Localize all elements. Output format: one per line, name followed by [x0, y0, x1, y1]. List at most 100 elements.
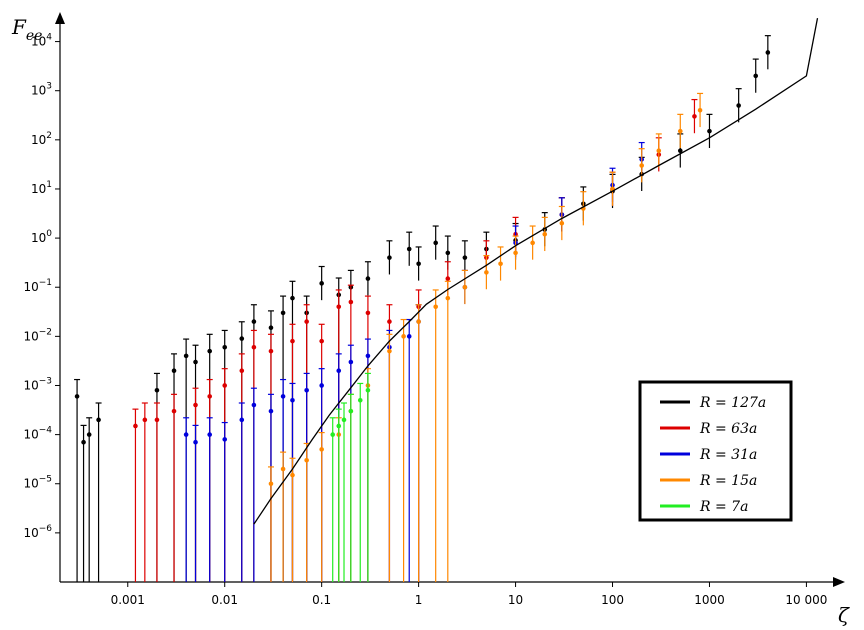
x-axis-arrow — [833, 577, 845, 587]
data-point — [193, 439, 198, 445]
data-point — [280, 466, 286, 472]
data-point — [692, 114, 697, 119]
data-point — [677, 148, 683, 154]
data-point — [765, 50, 771, 55]
data-point — [268, 325, 274, 331]
data-point — [154, 417, 160, 423]
data-point — [86, 432, 92, 437]
data-point — [707, 128, 712, 134]
data-point — [81, 439, 86, 445]
fit-curve-layer — [253, 17, 819, 525]
y-ticks: 10−6 10−5 10−4 10−3 10−2 10−1 100 101 102 103 104 — [23, 33, 60, 540]
series-2 — [183, 141, 645, 582]
data-point — [319, 447, 324, 452]
data-point — [239, 336, 245, 341]
data-point — [96, 417, 101, 423]
data-point — [268, 348, 274, 354]
y-tick-label: 10−5 — [23, 475, 52, 491]
y-tick-label: 101 — [31, 180, 52, 196]
data-point — [239, 368, 245, 373]
x-tick-label: 0.01 — [211, 593, 238, 607]
data-point — [406, 334, 412, 339]
data-point — [207, 394, 212, 399]
data-point — [74, 394, 80, 399]
x-tick-label: 0.1 — [312, 593, 331, 607]
data-point — [445, 250, 451, 256]
data-point — [133, 423, 138, 429]
series-4 — [329, 372, 371, 582]
fit-curve — [253, 17, 819, 525]
data-point — [319, 338, 324, 344]
data-point — [290, 397, 295, 403]
data-point — [319, 383, 324, 388]
data-point — [193, 359, 198, 365]
data-point — [336, 423, 342, 429]
y-tick-label: 10−4 — [23, 426, 52, 442]
data-point — [348, 359, 354, 365]
legend: R = 127a R = 63a R = 31a R = 15a R = 7a — [638, 380, 793, 522]
data-point — [365, 353, 371, 359]
data-point — [365, 387, 371, 393]
x-ticks: 0.001 0.01 0.1 1 10 100 1000 10 000 — [111, 582, 827, 607]
y-tick-label: 10−2 — [23, 327, 52, 343]
data-point — [387, 348, 392, 354]
series-3 — [267, 92, 704, 582]
data-point — [365, 310, 371, 316]
data-point — [207, 432, 212, 437]
data-point — [341, 417, 347, 423]
x-axis-label: ζ — [838, 603, 850, 627]
legend-label-4: R = 7a — [699, 499, 748, 515]
legend-label-2: R = 31a — [699, 447, 757, 463]
x-tick-label: 1000 — [694, 593, 725, 607]
data-point — [251, 319, 257, 324]
y-axis-label-sub: ee — [26, 28, 43, 44]
legend-label-3: R = 15a — [699, 473, 757, 489]
data-point — [498, 261, 503, 267]
data-point — [416, 261, 421, 267]
x-tick-label: 100 — [601, 593, 624, 607]
data-point — [154, 387, 160, 393]
data-point — [530, 240, 535, 246]
data-point — [462, 255, 468, 260]
x-tick-label: 1 — [415, 593, 423, 607]
data-point — [406, 246, 412, 252]
legend-label-0: R = 127a — [699, 395, 766, 411]
data-point — [656, 148, 662, 154]
data-point — [304, 458, 309, 463]
data-point — [304, 387, 309, 393]
data-point — [445, 295, 451, 301]
y-tick-label: 10−3 — [23, 376, 52, 392]
data-point — [251, 402, 257, 408]
data-point — [559, 221, 565, 226]
data-point — [348, 299, 354, 305]
data-point — [207, 348, 212, 354]
y-axis-arrow — [55, 12, 65, 24]
data-point — [268, 481, 274, 487]
legend-label-1: R = 63a — [699, 421, 757, 437]
series-layer — [74, 35, 771, 582]
data-point — [357, 397, 363, 403]
data-point — [171, 408, 177, 414]
data-point — [433, 240, 438, 246]
data-point — [513, 250, 518, 256]
x-tick-label: 0.001 — [111, 593, 145, 607]
data-point — [239, 417, 245, 423]
data-point — [251, 344, 257, 350]
data-point — [336, 368, 342, 373]
data-point — [280, 310, 286, 316]
data-point — [365, 276, 371, 281]
data-point — [542, 231, 548, 237]
data-point — [193, 402, 198, 408]
data-point — [222, 437, 228, 442]
data-point — [639, 163, 645, 168]
data-point — [484, 270, 489, 275]
data-point — [280, 394, 286, 399]
y-axis-label-base: F — [11, 15, 27, 39]
data-point — [330, 432, 336, 437]
data-point — [290, 295, 295, 301]
y-tick-label: 103 — [31, 82, 52, 98]
data-point — [290, 472, 295, 478]
data-point — [336, 304, 342, 310]
y-tick-label: 10−6 — [23, 524, 52, 540]
